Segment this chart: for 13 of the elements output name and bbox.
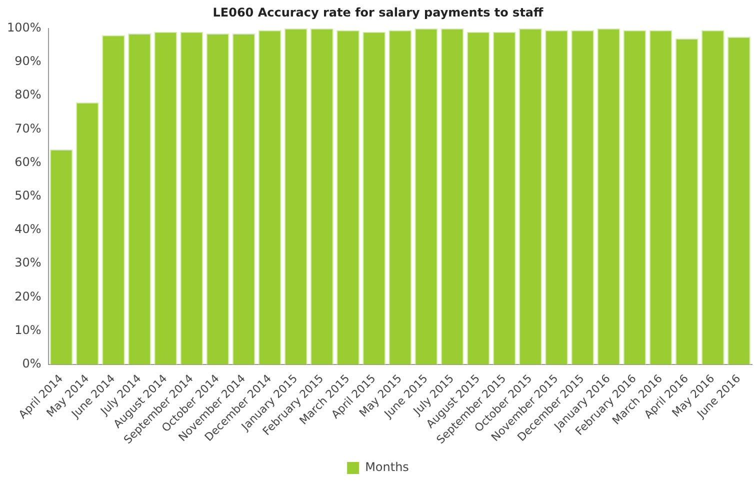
y-tick-label: 70%	[14, 121, 42, 136]
y-tick-label: 10%	[14, 322, 42, 337]
y-tick-label: 20%	[14, 289, 42, 304]
y-tick-label: 80%	[14, 88, 42, 102]
y-tick-label: 90%	[14, 54, 42, 68]
chart-title: LE060 Accuracy rate for salary payments to staff	[212, 5, 544, 20]
y-tick-label: 30%	[14, 256, 42, 270]
y-tick-label: 60%	[14, 154, 42, 169]
legend-label: Months	[365, 460, 409, 474]
y-tick-label: 40%	[14, 222, 42, 236]
y-tick-label: 100%	[6, 20, 42, 35]
y-tick-label: 0%	[22, 356, 42, 371]
y-tick-label: 50%	[14, 188, 42, 203]
